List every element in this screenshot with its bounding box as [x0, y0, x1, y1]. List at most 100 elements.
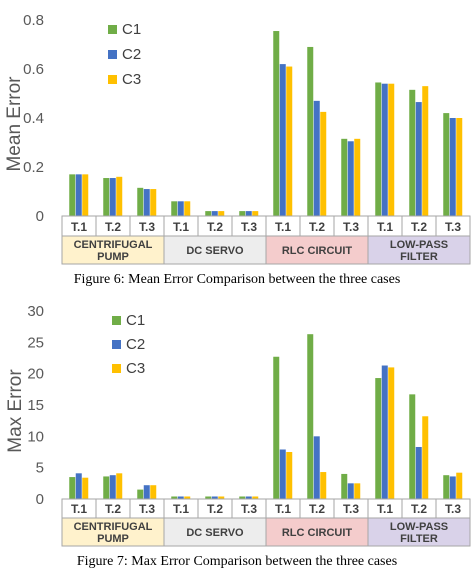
bar-c3 — [150, 189, 157, 216]
bar-c1 — [307, 46, 314, 217]
y-tick-label: 0 — [36, 491, 44, 508]
chart-1: 0 0.2 0.4 0.6 0.8 Mean Error T.1 T.2 T.3 T.1 T.2 T.… — [4, 12, 471, 287]
figure-caption: Figure 6: Mean Error Comparison between … — [74, 272, 401, 287]
x-tick-label: T.2 — [309, 502, 325, 516]
x-tick-label: T.2 — [309, 220, 325, 234]
bar-c2 — [143, 485, 150, 499]
bar-c2 — [245, 496, 252, 499]
bar-c2 — [143, 189, 150, 216]
bar-c1 — [239, 211, 246, 216]
y-tick-label: 0.4 — [23, 110, 44, 127]
x-tick-label: T.2 — [105, 502, 121, 516]
bar-c1 — [103, 178, 110, 216]
legend-label-c2: C2 — [126, 336, 145, 353]
bar-c1 — [69, 174, 76, 216]
bar-c2 — [415, 446, 422, 499]
x-tick-label: T.1 — [377, 502, 393, 516]
bar-c2 — [177, 496, 184, 499]
bar-c3 — [354, 483, 361, 499]
bar-c2 — [347, 483, 354, 499]
bar-c2 — [279, 64, 286, 216]
bar-c2 — [211, 496, 218, 499]
y-tick-label: 0.8 — [23, 12, 44, 29]
bar-c2 — [381, 365, 388, 499]
bar-c3 — [320, 111, 327, 217]
group-label: CENTRIFUGAL — [74, 521, 153, 533]
bar-c1 — [307, 334, 314, 499]
bar-c1 — [273, 356, 280, 499]
group-label: FILTER — [400, 251, 438, 263]
bar-c2 — [245, 211, 252, 216]
group-label: FILTER — [400, 533, 438, 545]
x-tick-label: T.1 — [275, 502, 291, 516]
group-label: CENTRIFUGAL — [74, 239, 153, 251]
group-label: PUMP — [97, 251, 129, 263]
bar-c3 — [82, 174, 89, 216]
bar-c3 — [184, 201, 191, 216]
bar-c3 — [252, 496, 259, 499]
x-tick-label: T.3 — [445, 502, 461, 516]
bar-c1 — [341, 138, 348, 216]
bar-c3 — [388, 83, 395, 216]
legend-label-c2: C2 — [122, 46, 141, 63]
bar-c3 — [456, 118, 463, 216]
bar-c1 — [375, 82, 382, 216]
bar-c3 — [116, 473, 123, 499]
x-tick-label: T.1 — [71, 502, 87, 516]
bar-c3 — [184, 496, 191, 499]
y-tick-label: 20 — [27, 366, 44, 383]
legend-label-c1: C1 — [122, 21, 141, 38]
bar-c2 — [75, 174, 82, 216]
bar-c2 — [75, 473, 82, 499]
group-label: RLC CIRCUIT — [282, 245, 353, 257]
legend-swatch-c3 — [112, 364, 121, 373]
bar-c3 — [286, 452, 293, 499]
x-tick-label: T.2 — [207, 502, 223, 516]
bar-c2 — [211, 211, 218, 216]
group-cell — [61, 517, 165, 547]
x-tick-label: T.1 — [173, 220, 189, 234]
bar-c1 — [409, 394, 416, 499]
x-tick-label: T.2 — [411, 502, 427, 516]
bar-c3 — [354, 138, 361, 216]
x-tick-label: T.2 — [207, 220, 223, 234]
y-tick-label: 0.6 — [23, 61, 44, 78]
legend-swatch-c2 — [112, 340, 121, 349]
bar-c3 — [286, 66, 293, 216]
legend-swatch-c1 — [108, 25, 117, 34]
x-tick-label: T.1 — [275, 220, 291, 234]
legend-label-c1: C1 — [126, 312, 145, 329]
y-tick-label: 30 — [27, 303, 44, 320]
bar-c2 — [279, 449, 286, 499]
group-label: RLC CIRCUIT — [282, 527, 353, 539]
legend-label-c3: C3 — [126, 360, 145, 377]
bar-c2 — [449, 476, 456, 499]
group-label: PUMP — [97, 533, 129, 545]
y-tick-label: 10 — [27, 428, 44, 445]
bar-c1 — [205, 496, 212, 499]
bar-c2 — [415, 102, 422, 216]
group-cell — [61, 235, 165, 265]
legend-swatch-c1 — [112, 316, 121, 325]
bar-c1 — [443, 113, 450, 216]
x-tick-label: T.1 — [377, 220, 393, 234]
bar-c2 — [449, 118, 456, 216]
group-label: LOW-PASS — [390, 239, 448, 251]
group-label: LOW-PASS — [390, 521, 448, 533]
y-axis-label: Mean Error — [4, 76, 25, 172]
bar-c2 — [347, 141, 354, 216]
x-tick-label: T.3 — [139, 220, 155, 234]
bar-c1 — [443, 475, 450, 499]
x-tick-label: T.3 — [241, 220, 257, 234]
bar-c3 — [82, 477, 89, 499]
x-tick-label: T.3 — [241, 502, 257, 516]
group-cell — [367, 517, 471, 547]
x-tick-label: T.3 — [343, 220, 359, 234]
bar-c3 — [388, 367, 395, 499]
bar-c1 — [137, 187, 144, 216]
bar-c2 — [313, 436, 320, 499]
bar-c1 — [171, 496, 178, 499]
chart-2: 0 5 10 15 20 25 30 Max Error T.1 T.2 T.3 T.1 T.2 T.3 T… — [5, 303, 471, 569]
x-tick-label: T.3 — [139, 502, 155, 516]
x-tick-label: T.1 — [71, 220, 87, 234]
